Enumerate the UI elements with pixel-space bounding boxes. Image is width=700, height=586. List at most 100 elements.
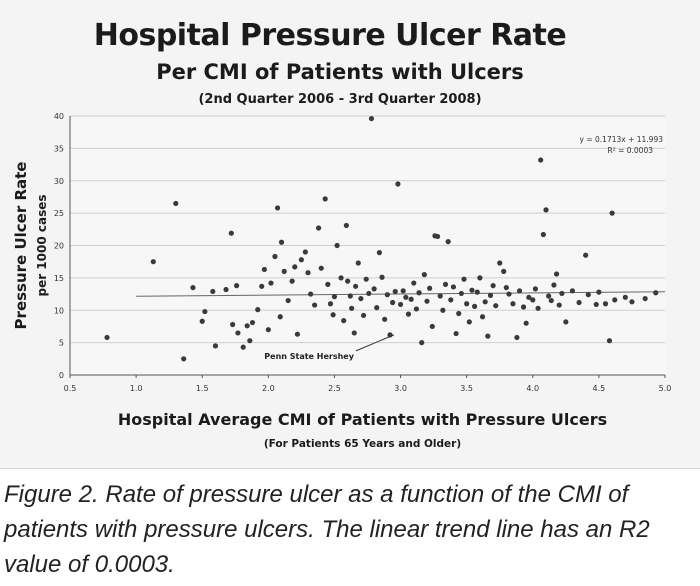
data-point bbox=[405, 311, 412, 317]
data-point bbox=[642, 295, 648, 302]
data-point bbox=[543, 207, 549, 213]
data-point bbox=[249, 319, 256, 326]
data-point bbox=[210, 288, 216, 295]
x-axis-subtitle: (For Patients 65 Years and Older) bbox=[264, 438, 461, 450]
data-point bbox=[553, 271, 560, 277]
data-point bbox=[532, 286, 539, 292]
data-point bbox=[281, 268, 287, 274]
y-tick-label: 15 bbox=[54, 274, 64, 283]
data-point bbox=[411, 280, 417, 286]
y-axis-subtitle: per 1000 cases bbox=[35, 194, 49, 296]
data-point bbox=[408, 296, 414, 302]
data-point bbox=[363, 276, 369, 282]
data-point bbox=[530, 297, 536, 303]
data-point bbox=[173, 200, 179, 207]
data-point bbox=[497, 260, 503, 266]
data-point bbox=[349, 305, 355, 311]
data-point bbox=[514, 334, 520, 341]
data-point bbox=[593, 301, 599, 308]
data-point bbox=[448, 297, 454, 303]
data-point bbox=[440, 307, 446, 313]
data-point bbox=[523, 320, 529, 326]
data-point bbox=[235, 330, 241, 336]
data-point bbox=[104, 334, 110, 341]
data-point bbox=[247, 338, 253, 344]
data-point bbox=[559, 290, 565, 297]
data-point bbox=[602, 301, 609, 307]
data-point bbox=[345, 278, 351, 284]
data-point bbox=[653, 290, 659, 296]
data-point bbox=[265, 327, 271, 333]
data-point bbox=[556, 302, 562, 308]
data-point bbox=[479, 314, 486, 320]
data-point bbox=[353, 283, 359, 289]
data-point bbox=[442, 281, 449, 287]
x-tick-label: 0.5 bbox=[64, 384, 77, 393]
data-point bbox=[202, 308, 208, 315]
x-tick-label: 3.5 bbox=[460, 384, 473, 393]
data-point bbox=[569, 288, 576, 294]
data-point bbox=[343, 222, 349, 229]
data-point bbox=[240, 344, 246, 350]
data-point bbox=[360, 312, 367, 319]
data-point bbox=[538, 157, 544, 163]
data-point bbox=[308, 291, 314, 297]
data-point bbox=[325, 281, 331, 287]
data-point bbox=[540, 231, 546, 238]
data-point bbox=[261, 266, 267, 273]
data-point bbox=[485, 333, 491, 339]
trend-equation: y = 0.1713x + 11.993 bbox=[580, 135, 664, 144]
data-point bbox=[450, 284, 457, 290]
data-point bbox=[464, 301, 470, 307]
data-point bbox=[516, 288, 523, 294]
data-point bbox=[379, 274, 385, 280]
data-point bbox=[268, 280, 274, 286]
data-point bbox=[366, 290, 372, 297]
y-tick-label: 5 bbox=[59, 339, 64, 348]
data-point bbox=[292, 264, 298, 270]
data-point bbox=[374, 305, 380, 311]
y-tick-label: 40 bbox=[54, 112, 64, 121]
data-point bbox=[506, 291, 512, 297]
x-tick-label: 4.5 bbox=[593, 384, 606, 393]
data-point bbox=[424, 298, 430, 304]
data-point bbox=[278, 239, 285, 245]
chart-title: Hospital Pressure Ulcer Rate bbox=[93, 18, 567, 53]
data-point bbox=[456, 310, 462, 317]
data-point bbox=[609, 210, 615, 216]
data-point bbox=[338, 275, 344, 281]
data-point bbox=[596, 289, 602, 295]
data-point bbox=[190, 284, 196, 291]
data-point bbox=[629, 299, 635, 305]
data-point bbox=[563, 319, 569, 325]
data-point bbox=[546, 293, 552, 299]
data-point bbox=[551, 282, 557, 288]
data-point bbox=[392, 288, 398, 295]
data-point bbox=[416, 290, 422, 296]
data-point bbox=[298, 257, 304, 263]
y-tick-label: 10 bbox=[54, 306, 64, 315]
data-point bbox=[576, 299, 582, 306]
data-point bbox=[376, 250, 382, 256]
data-point bbox=[228, 230, 234, 236]
data-point bbox=[315, 225, 322, 231]
data-point bbox=[331, 294, 338, 300]
data-point bbox=[445, 239, 451, 245]
scatter-plot: 0 5 10 15 20 25 30 35 40 0.5 1.0 1.5 2.0 2.5 3.0 3.5 4.0… bbox=[12, 112, 671, 450]
data-point bbox=[334, 242, 340, 249]
data-point bbox=[181, 356, 187, 362]
data-point bbox=[390, 299, 396, 306]
data-point bbox=[212, 343, 219, 349]
x-tick-label: 1.0 bbox=[130, 384, 143, 393]
data-point bbox=[535, 305, 541, 311]
data-point bbox=[318, 265, 324, 271]
data-point bbox=[244, 323, 250, 329]
data-point bbox=[453, 330, 459, 337]
data-point bbox=[520, 304, 527, 310]
data-point bbox=[482, 299, 488, 305]
data-point bbox=[294, 331, 301, 337]
data-point bbox=[371, 286, 377, 292]
y-tick-label: 30 bbox=[54, 177, 64, 186]
data-point bbox=[150, 259, 156, 265]
data-point bbox=[347, 293, 353, 299]
